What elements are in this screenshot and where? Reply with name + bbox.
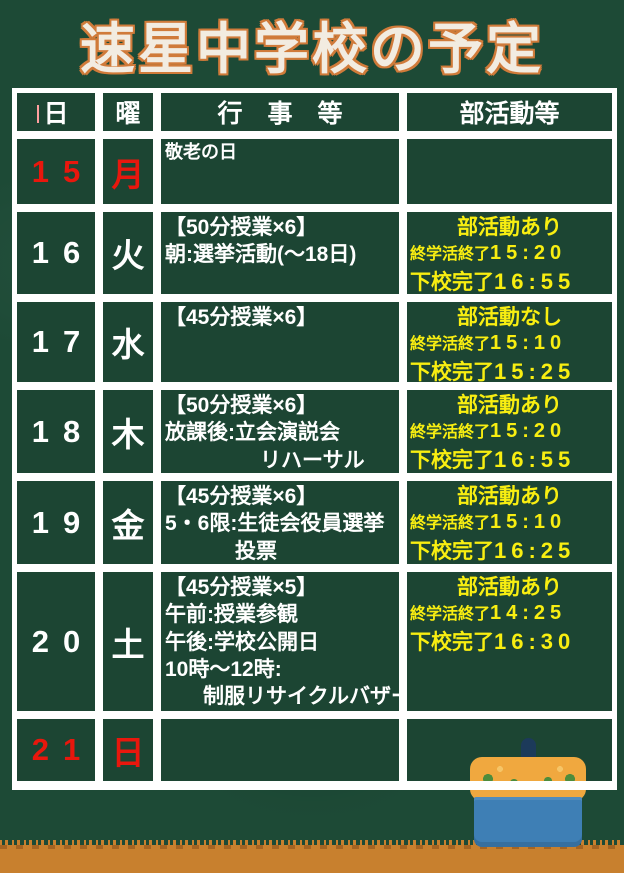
- day-cell-20: 20: [17, 572, 95, 711]
- events-cell-15: 敬老の日: [161, 139, 399, 204]
- event-line: 【45分授業×6】: [165, 306, 318, 329]
- event-line: 制服リサイクルバザー: [203, 685, 399, 709]
- weekday-cell-16: 火: [103, 212, 153, 294]
- endtime-value: 15:20: [490, 420, 567, 442]
- event-line: 放課後:立会演説会: [165, 421, 340, 445]
- club-cell-20: 部活動あり 終学活終了14:25 下校完了16:30: [407, 572, 612, 711]
- club-cell-19: 部活動あり 終学活終了15:10 下校完了16:25: [407, 481, 612, 564]
- club-cell-15: [407, 139, 612, 204]
- event-line: 【50分授業×6】: [165, 394, 318, 417]
- day-number: 19: [31, 504, 95, 540]
- weekday-cell-21: 日: [103, 719, 153, 781]
- club-cell-17: 部活動なし 終学活終了15:10 下校完了15:25: [407, 302, 612, 382]
- endtime-label: 終学活終了: [410, 246, 491, 263]
- day-cell-18: 18: [17, 390, 95, 473]
- event-line: 投票: [235, 539, 277, 563]
- club-cell-18: 部活動あり 終学活終了15:20 下校完了16:55: [407, 390, 612, 473]
- leave-value: 16:55: [494, 269, 576, 294]
- club-leave-line: 下校完了15:25: [410, 358, 609, 382]
- flower-basket-flowers-icon: [470, 757, 586, 801]
- events-cell-20: 【45分授業×5】 午前:授業参観 午後:学校公開日 10時～12時: 制服リサ…: [161, 572, 399, 711]
- club-endtime-line: 終学活終了15:20: [410, 240, 609, 268]
- endtime-value: 15:10: [490, 332, 567, 354]
- club-endtime-line: 終学活終了15:10: [410, 330, 609, 358]
- event-line: 午後:学校公開日: [165, 630, 319, 654]
- day-number: 16: [31, 235, 95, 270]
- leave-value: 16:25: [494, 538, 576, 563]
- club-leave-line: 下校完了16:55: [410, 268, 609, 294]
- weekday-cell-19: 金: [103, 481, 153, 564]
- events-cell-18: 【50分授業×6】 放課後:立会演説会 リハーサル: [161, 390, 399, 473]
- flower-basket-icon: [474, 797, 582, 847]
- day-cell-17: 17: [17, 302, 95, 382]
- day-number: 15: [31, 153, 95, 189]
- day-number: 18: [31, 413, 95, 449]
- club-leave-line: 下校完了16:30: [410, 628, 609, 658]
- event-line: リハーサル: [260, 448, 365, 472]
- leave-label: 下校完了: [410, 540, 494, 563]
- endtime-value: 15:10: [490, 511, 567, 533]
- club-leave-line: 下校完了16:55: [410, 446, 609, 473]
- header-events: 行 事 等: [161, 93, 399, 131]
- leave-value: 15:25: [494, 359, 576, 382]
- day-cell-15: 15: [17, 139, 95, 204]
- weekday-cell-17: 水: [103, 302, 153, 382]
- leave-label: 下校完了: [410, 361, 494, 382]
- event-line: 10時～12時:: [165, 657, 282, 681]
- event-line: 5・6限:生徒会役員選挙: [165, 512, 385, 536]
- endtime-label: 終学活終了: [410, 606, 491, 623]
- weekday-cell-18: 木: [103, 390, 153, 473]
- header-club: 部活動等: [407, 93, 612, 131]
- chalk-tray-ground: [0, 840, 624, 873]
- day-cell-19: 19: [17, 481, 95, 564]
- club-status: 部活動なし: [457, 306, 562, 329]
- weekday-cell-20: 土: [103, 572, 153, 711]
- page-title: 速星中学校の予定: [79, 18, 544, 80]
- leave-label: 下校完了: [410, 449, 494, 472]
- event-line: 敬老の日: [165, 142, 237, 162]
- club-endtime-line: 終学活終了14:25: [410, 600, 609, 628]
- club-endtime-line: 終学活終了15:10: [410, 509, 609, 537]
- club-leave-line: 下校完了16:25: [410, 537, 609, 564]
- endtime-value: 15:20: [490, 242, 567, 264]
- events-cell-17: 【45分授業×6】: [161, 302, 399, 382]
- event-line: 午前:授業参観: [165, 603, 298, 627]
- event-line: 【50分授業×6】: [165, 216, 318, 239]
- day-cell-16: 16: [17, 212, 95, 294]
- club-cell-16: 部活動あり 終学活終了15:20 下校完了16:55: [407, 212, 612, 294]
- day-number: 17: [31, 324, 95, 359]
- header-day: 日: [17, 93, 95, 131]
- header-weekday: 曜: [103, 93, 153, 131]
- weekday-cell-15: 月: [103, 139, 153, 204]
- leave-value: 16:55: [494, 447, 576, 472]
- day-cell-21: 21: [17, 719, 95, 781]
- event-line: 【45分授業×5】: [165, 576, 318, 599]
- club-status: 部活動あり: [457, 485, 562, 508]
- event-line: 朝:選挙活動(～18日): [165, 243, 357, 267]
- text-cursor-artifact: [37, 105, 39, 123]
- endtime-label: 終学活終了: [410, 515, 491, 532]
- events-cell-16: 【50分授業×6】 朝:選挙活動(～18日): [161, 212, 399, 294]
- events-cell-21: [161, 719, 399, 781]
- table-border-overlay: [458, 781, 598, 790]
- schedule-table: 日 曜 行 事 等 部活動等 15 月 敬老の日 16 火 【50分授業×6】 …: [12, 88, 617, 790]
- club-status: 部活動あり: [457, 576, 562, 599]
- leave-value: 16:30: [494, 629, 576, 654]
- leave-label: 下校完了: [410, 271, 494, 294]
- day-number: 21: [31, 732, 95, 767]
- endtime-label: 終学活終了: [410, 424, 491, 441]
- events-cell-19: 【45分授業×6】 5・6限:生徒会役員選挙 投票: [161, 481, 399, 564]
- endtime-value: 14:25: [490, 602, 567, 624]
- leave-label: 下校完了: [410, 631, 494, 654]
- club-status: 部活動あり: [457, 216, 562, 239]
- club-endtime-line: 終学活終了15:20: [410, 418, 609, 446]
- day-number: 20: [31, 623, 95, 659]
- event-line: 【45分授業×6】: [165, 485, 318, 508]
- club-status: 部活動あり: [457, 394, 562, 417]
- endtime-label: 終学活終了: [410, 336, 491, 353]
